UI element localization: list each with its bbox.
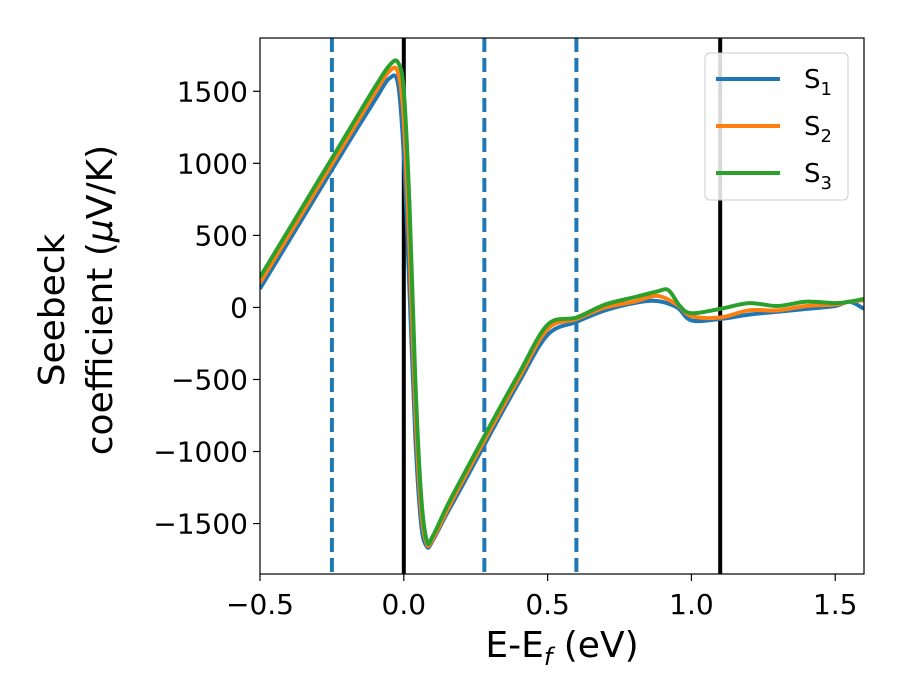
x-tick-label: 0.5 bbox=[525, 588, 570, 621]
x-tick-label: 1.5 bbox=[813, 588, 858, 621]
y-tick-label: −1500 bbox=[153, 508, 248, 541]
legend-label-S3: S3 bbox=[804, 159, 832, 194]
y-axis-label-line1: Seebeck bbox=[32, 233, 73, 386]
series-line-S3 bbox=[260, 58, 864, 547]
y-axis-label-line2: coefficient (μV/K) bbox=[80, 145, 121, 455]
x-axis-label: E-Ef (eV) bbox=[485, 625, 638, 671]
legend-label-S2: S2 bbox=[804, 112, 832, 147]
x-axis-ticks: −0.5 0.0 0.5 1.0 1.5 bbox=[226, 574, 858, 621]
series-lines bbox=[260, 58, 864, 550]
series-line-S2 bbox=[260, 65, 864, 549]
legend: S1 S2 S3 bbox=[704, 52, 849, 201]
y-tick-label: −500 bbox=[171, 363, 248, 396]
y-axis-label: Seebeck coefficient (μV/K) bbox=[32, 145, 121, 455]
legend-label-S1: S1 bbox=[804, 65, 832, 100]
y-tick-label: 1500 bbox=[177, 75, 248, 108]
y-axis-label-mu: μ bbox=[80, 219, 121, 243]
x-axis-label-unit: (eV) bbox=[552, 625, 638, 666]
y-tick-label: 1000 bbox=[177, 147, 248, 180]
y-tick-label: −1000 bbox=[153, 436, 248, 469]
y-tick-label: 0 bbox=[230, 291, 248, 324]
plot-frame bbox=[259, 37, 865, 575]
y-axis-ticks: −1500 −1000 −500 0 500 1000 1500 bbox=[153, 75, 260, 541]
x-tick-label: 1.0 bbox=[669, 588, 714, 621]
y-tick-label: 500 bbox=[195, 219, 248, 252]
x-tick-label: 0.0 bbox=[382, 588, 427, 621]
y-axis-label-unit: V/K) bbox=[80, 145, 121, 219]
x-tick-label: −0.5 bbox=[226, 588, 294, 621]
reference-lines bbox=[329, 38, 723, 574]
series-line-S1 bbox=[260, 73, 864, 550]
